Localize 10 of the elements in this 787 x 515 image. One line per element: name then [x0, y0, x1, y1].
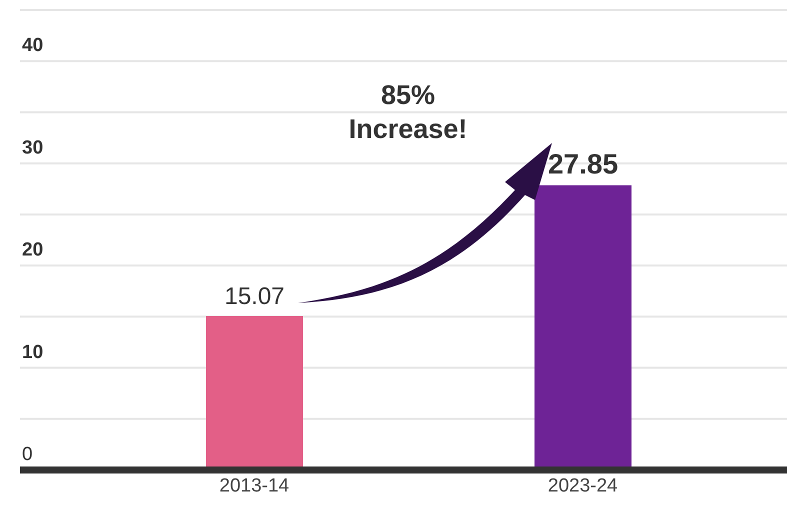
y-tick-label: 30 [22, 137, 44, 158]
data-label: 27.85 [548, 148, 618, 180]
y-tick-label: 0 [22, 444, 33, 465]
y-tick-label: 40 [22, 35, 44, 56]
y-tick-label: 10 [22, 342, 44, 363]
x-tick-label: 2023-24 [548, 475, 618, 496]
y-tick-label: 20 [22, 240, 44, 261]
annotation: 85% Increase! [348, 79, 468, 146]
data-label: 15.07 [224, 282, 285, 310]
x-tick-label: 2013-14 [219, 475, 290, 496]
